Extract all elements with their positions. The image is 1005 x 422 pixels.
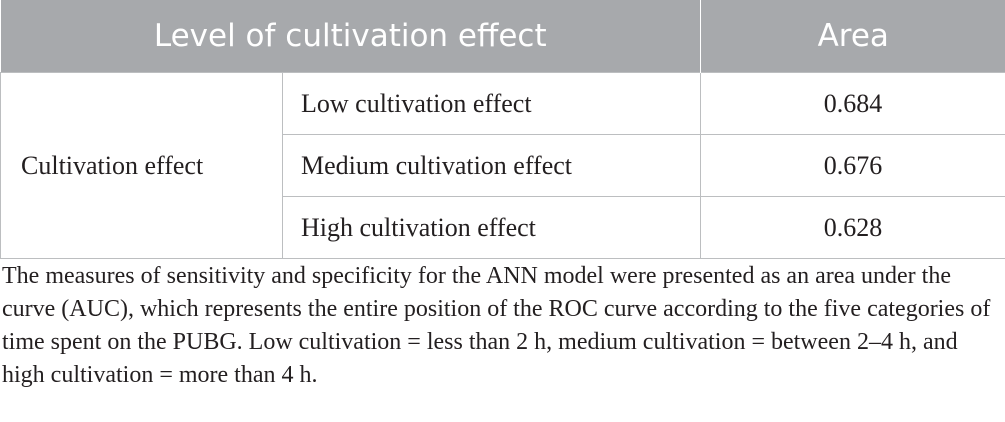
- header-row: Level of cultivation effect Area: [0, 0, 1005, 73]
- row-value: 0.684: [700, 72, 1005, 135]
- table-row: Medium cultivation effect 0.676: [1, 134, 1005, 197]
- header-area: Area: [700, 0, 1005, 73]
- group-label: Cultivation effect: [0, 72, 283, 259]
- row-label: Low cultivation effect: [282, 72, 701, 135]
- table-row: High cultivation effect 0.628: [1, 196, 1005, 259]
- row-label: Medium cultivation effect: [282, 134, 701, 197]
- header-level: Level of cultivation effect: [0, 0, 701, 73]
- table-row: Cultivation effect Low cultivation effec…: [0, 72, 1005, 259]
- row-value: 0.676: [700, 134, 1005, 197]
- table-footnote: The measures of sensitivity and specific…: [2, 263, 991, 388]
- auc-table: Level of cultivation effect Area Cultiva…: [0, 0, 1005, 259]
- row-value: 0.628: [700, 196, 1005, 259]
- row-label: High cultivation effect: [282, 196, 701, 259]
